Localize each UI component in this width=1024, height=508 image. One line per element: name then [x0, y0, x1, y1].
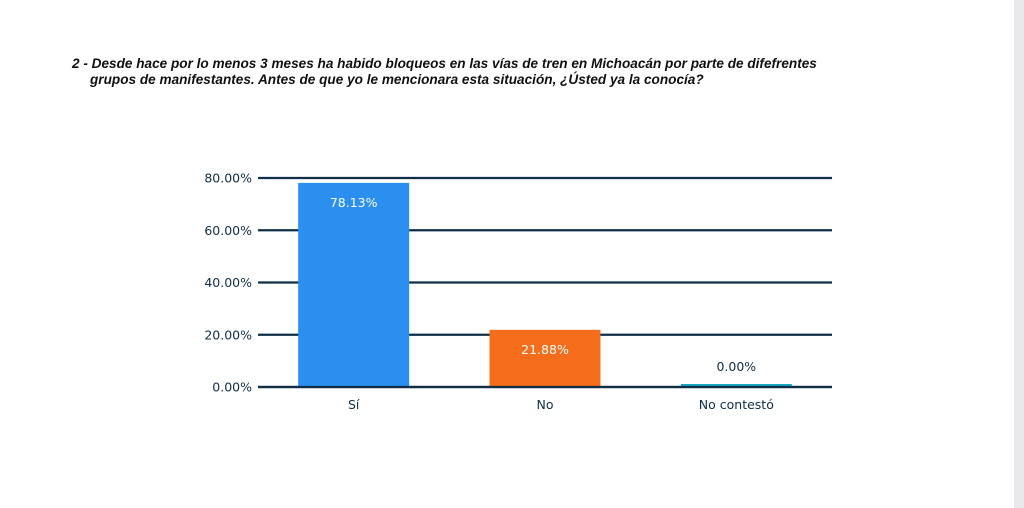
y-tick-label: 20.00% [204, 327, 252, 342]
y-tick-label: 60.00% [204, 223, 252, 238]
bar [489, 329, 601, 387]
question-line-2: grupos de manifestantes. Antes de que yo… [90, 72, 704, 87]
x-category-label: Sí [348, 397, 360, 412]
x-category-label: No [537, 397, 554, 412]
bar [298, 182, 410, 387]
data-label: 21.88% [521, 342, 569, 357]
bar [680, 384, 792, 387]
y-tick-label: 80.00% [204, 171, 252, 186]
x-category-label: No contestó [699, 397, 774, 412]
data-label: 0.00% [716, 359, 756, 374]
y-tick-label: 40.00% [204, 275, 252, 290]
window-edge [1014, 0, 1024, 508]
question-line-1: 2 - Desde hace por lo menos 3 meses ha h… [72, 56, 817, 71]
question-title: 2 - Desde hace por lo menos 3 meses ha h… [72, 56, 912, 88]
y-tick-label: 0.00% [212, 380, 252, 395]
data-label: 78.13% [330, 195, 378, 210]
